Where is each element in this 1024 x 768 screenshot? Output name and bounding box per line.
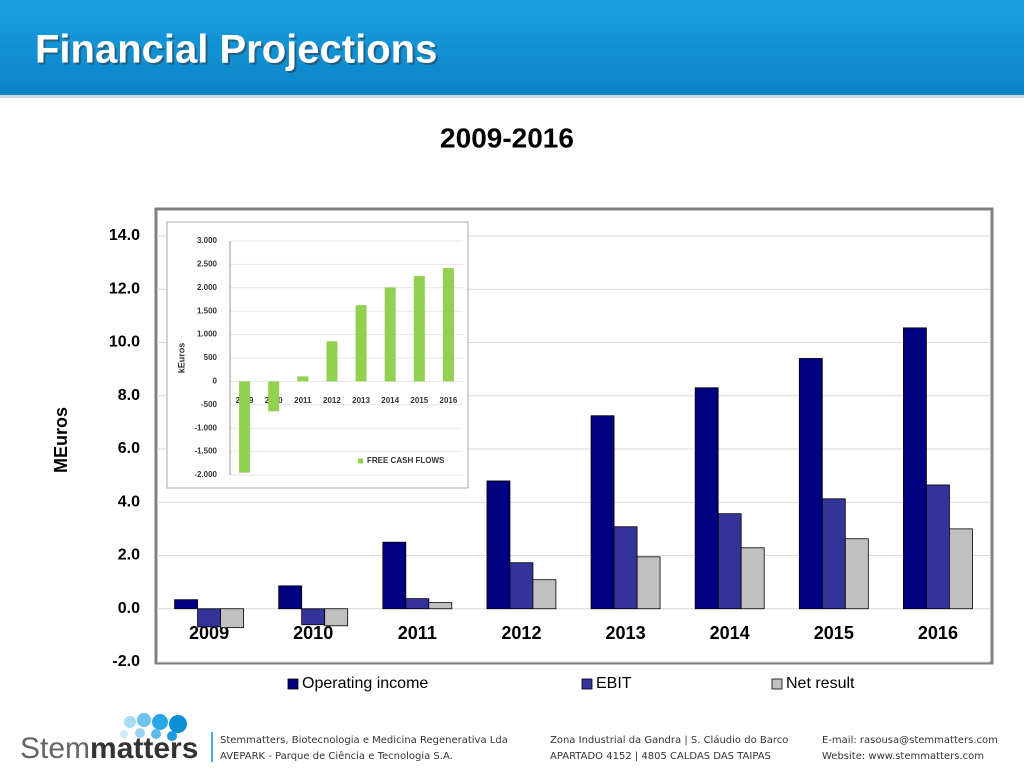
- y-tick-label: -2.000: [194, 470, 217, 479]
- header-band: [0, 0, 1024, 95]
- y-tick-label: 500: [204, 353, 218, 362]
- bar: [486, 480, 511, 610]
- bar: [220, 608, 244, 629]
- legend-swatch: [581, 678, 593, 690]
- bar: [613, 526, 638, 610]
- header-shadow-text: Financial Projections: [37, 30, 439, 74]
- chart-title: 2009-2016: [440, 122, 574, 153]
- bar: [268, 381, 280, 412]
- bar: [694, 387, 719, 610]
- logo-dots: [120, 713, 187, 741]
- footer-text: APARTADO 4152 | 4805 CALDAS DAS TAIPAS: [550, 751, 771, 762]
- footer-text: AVEPARK - Parque de Ciência e Tecnologia…: [220, 750, 453, 762]
- footer-text: E-mail: rasousa@stemmatters.com: [822, 735, 998, 746]
- y-tick-label: 8.0: [118, 387, 140, 404]
- x-tick-label: 2012: [323, 396, 341, 405]
- bar: [717, 513, 742, 610]
- legend-swatch: [287, 678, 299, 690]
- bar: [324, 608, 349, 627]
- y-tick-label: -500: [201, 400, 218, 409]
- bar: [926, 484, 950, 610]
- header-shadow: [0, 95, 1024, 98]
- bar: [798, 358, 823, 610]
- bar: [384, 287, 396, 382]
- y-tick-label: 4.0: [118, 493, 140, 510]
- bar: [821, 498, 846, 610]
- y-tick-label: 14.0: [109, 227, 140, 244]
- bar: [428, 602, 453, 610]
- x-tick-label: 2010: [293, 623, 333, 643]
- y-tick-label: -2.0: [112, 653, 140, 670]
- y-tick-label: 3.000: [197, 236, 218, 245]
- bar: [174, 599, 198, 610]
- x-tick-label: 2014: [381, 396, 399, 405]
- x-tick-label: 2013: [352, 396, 370, 405]
- y-tick-label: 1.500: [197, 306, 218, 315]
- x-tick-label: 2015: [814, 623, 854, 643]
- x-tick-label: 2013: [606, 623, 646, 643]
- logo-part: Stem: [20, 732, 90, 765]
- footer-text: Website: www.stemmatters.com: [822, 751, 984, 762]
- bar: [949, 528, 973, 610]
- y-axis-label: MEuros: [51, 407, 71, 473]
- x-tick-label: 2011: [294, 396, 312, 405]
- y-tick-label: 0: [213, 377, 218, 386]
- y-tick-label: 2.0: [118, 547, 140, 564]
- bar: [509, 562, 534, 610]
- y-tick-label: 2.000: [197, 283, 218, 292]
- legend-label: FREE CASH FLOWS: [367, 456, 445, 465]
- bar: [903, 327, 927, 610]
- x-tick-label: 2011: [398, 623, 437, 643]
- legend-label: Operating income: [302, 675, 428, 692]
- x-tick-label: 2014: [710, 623, 750, 643]
- bar: [239, 381, 251, 473]
- y-tick-label: 12.0: [109, 280, 140, 297]
- bar: [382, 541, 407, 610]
- y-tick-label: 10.0: [109, 334, 140, 351]
- y-tick-label: 0.0: [118, 600, 140, 617]
- bar: [590, 415, 615, 610]
- x-tick-label: 2012: [501, 623, 541, 643]
- y-tick-label: 1.000: [197, 330, 218, 339]
- x-tick-label: 2015: [410, 396, 428, 405]
- bar: [405, 598, 430, 610]
- bar: [278, 585, 303, 610]
- bar: [636, 556, 661, 610]
- y-tick-label: -1.500: [194, 447, 217, 456]
- inset-chart: -2.000 -1.500 -1.000 -500 0 500 1.000 1.500 2.00…: [194, 236, 463, 479]
- bar: [326, 341, 338, 382]
- bar: [442, 268, 454, 382]
- footer-text: Stemmatters, Biotecnologia e Medicina Re…: [220, 735, 508, 746]
- bar: [297, 376, 309, 382]
- x-tick-label: 2016: [440, 396, 458, 405]
- footer-text: Zona Industrial da Gandra | S. Cláudio d…: [550, 734, 788, 746]
- logo: Stemmatters: [20, 732, 198, 765]
- bar: [740, 547, 765, 610]
- legend-swatch: [358, 458, 363, 464]
- legend-swatch: [771, 678, 783, 690]
- header-title: Financial Projections: [35, 28, 437, 72]
- y-tick-label: 6.0: [118, 440, 140, 457]
- bar: [844, 538, 869, 610]
- x-tick-label: 2009: [189, 623, 229, 643]
- bar: [355, 305, 367, 382]
- legend-label: Net result: [786, 675, 855, 692]
- y-tick-label: 2.500: [197, 260, 218, 269]
- bar: [532, 579, 557, 610]
- bar: [301, 608, 326, 626]
- y-tick-label: -1.000: [194, 423, 217, 432]
- x-tick-label: 2016: [918, 623, 958, 643]
- bar: [413, 276, 425, 382]
- bar: [197, 608, 221, 628]
- legend-label: EBIT: [596, 675, 632, 692]
- logo-part: matters: [90, 732, 198, 765]
- inset-y-label: kEuros: [176, 343, 186, 374]
